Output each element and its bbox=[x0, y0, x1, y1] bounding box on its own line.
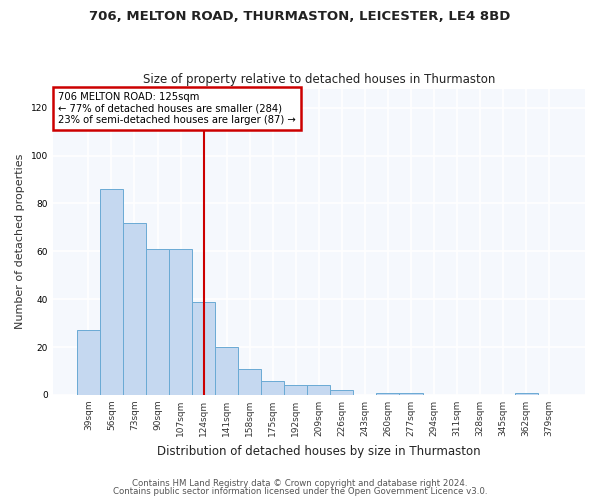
Bar bbox=[192, 302, 215, 395]
Bar bbox=[123, 222, 146, 395]
Bar bbox=[100, 189, 123, 395]
Bar bbox=[307, 386, 331, 395]
Bar bbox=[238, 368, 261, 395]
Bar bbox=[331, 390, 353, 395]
Bar bbox=[376, 392, 400, 395]
Y-axis label: Number of detached properties: Number of detached properties bbox=[15, 154, 25, 330]
Bar bbox=[169, 249, 192, 395]
Bar bbox=[284, 386, 307, 395]
Bar bbox=[515, 392, 538, 395]
X-axis label: Distribution of detached houses by size in Thurmaston: Distribution of detached houses by size … bbox=[157, 444, 481, 458]
Bar bbox=[146, 249, 169, 395]
Bar bbox=[261, 380, 284, 395]
Text: 706, MELTON ROAD, THURMASTON, LEICESTER, LE4 8BD: 706, MELTON ROAD, THURMASTON, LEICESTER,… bbox=[89, 10, 511, 23]
Bar bbox=[215, 347, 238, 395]
Bar bbox=[77, 330, 100, 395]
Title: Size of property relative to detached houses in Thurmaston: Size of property relative to detached ho… bbox=[143, 73, 495, 86]
Text: 706 MELTON ROAD: 125sqm
← 77% of detached houses are smaller (284)
23% of semi-d: 706 MELTON ROAD: 125sqm ← 77% of detache… bbox=[58, 92, 296, 125]
Text: Contains public sector information licensed under the Open Government Licence v3: Contains public sector information licen… bbox=[113, 487, 487, 496]
Text: Contains HM Land Registry data © Crown copyright and database right 2024.: Contains HM Land Registry data © Crown c… bbox=[132, 478, 468, 488]
Bar bbox=[400, 392, 422, 395]
